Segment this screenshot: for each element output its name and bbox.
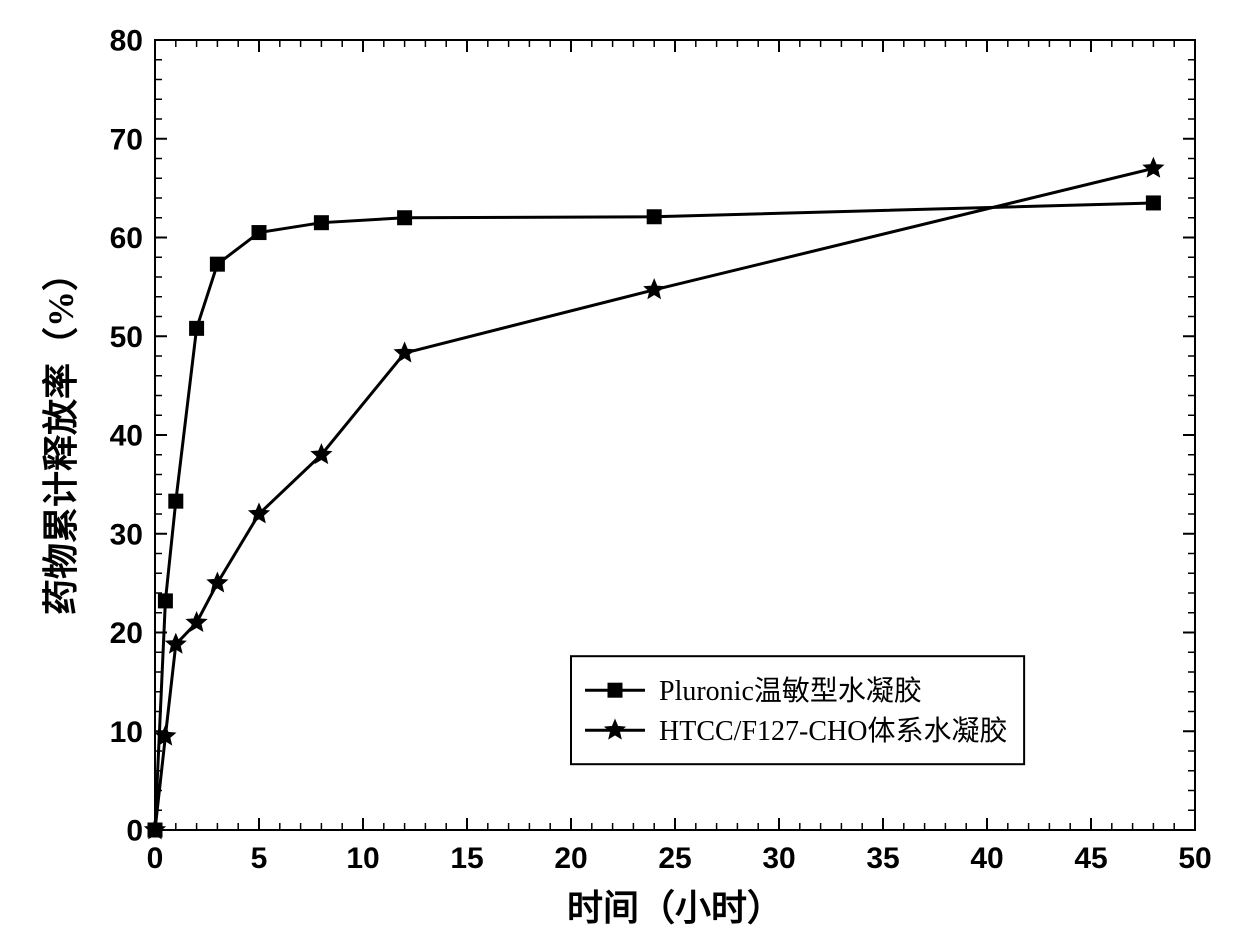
square-marker — [608, 683, 622, 697]
plot-frame — [155, 40, 1195, 830]
x-tick-label: 45 — [1074, 842, 1107, 875]
y-tick-label: 10 — [110, 716, 143, 749]
x-tick-label: 5 — [251, 842, 268, 875]
square-marker — [210, 257, 224, 271]
legend: Pluronic温敏型水凝胶 HTCC/F127-CHO体系水凝胶 — [571, 656, 1024, 764]
x-tick-label: 40 — [970, 842, 1003, 875]
x-tick-label: 15 — [450, 842, 483, 875]
series — [145, 158, 1163, 838]
x-tick-label: 35 — [866, 842, 899, 875]
y-tick-label: 20 — [110, 617, 143, 650]
square-marker — [252, 226, 266, 240]
star-marker — [644, 279, 664, 298]
y-tick-label: 80 — [110, 25, 143, 58]
square-marker — [1146, 196, 1160, 210]
square-marker — [647, 210, 661, 224]
square-marker — [314, 216, 328, 230]
star-marker — [605, 720, 625, 739]
x-tick-label: 30 — [762, 842, 795, 875]
star-marker — [1144, 158, 1164, 177]
square-marker — [169, 494, 183, 508]
y-axis-label: 药物累计释放率（%） — [41, 255, 81, 615]
x-tick-label: 0 — [147, 842, 164, 875]
star-marker — [395, 343, 415, 362]
y-tick-label: 60 — [110, 222, 143, 255]
y-tick-label: 30 — [110, 518, 143, 551]
x-tick-label: 25 — [658, 842, 691, 875]
legend-label: Pluronic温敏型水凝胶 — [659, 675, 922, 707]
x-tick-label: 50 — [1178, 842, 1211, 875]
legend-label: HTCC/F127-CHO体系水凝胶 — [659, 715, 1007, 747]
y-tick-label: 50 — [110, 321, 143, 354]
square-marker — [158, 594, 172, 608]
y-tick-label: 70 — [110, 123, 143, 156]
y-tick-label: 0 — [126, 815, 143, 848]
chart-container: 0 5 10 15 20 25 30 35 40 45 50 时间（小时） 0 10 20 30 40 50 60 7… — [0, 0, 1240, 949]
x-tick-label: 10 — [346, 842, 379, 875]
star-marker — [208, 573, 228, 592]
square-marker — [190, 321, 204, 335]
release-chart: 0 5 10 15 20 25 30 35 40 45 50 时间（小时） 0 10 20 30 40 50 60 7… — [0, 0, 1240, 949]
y-tick-label: 40 — [110, 420, 143, 453]
x-axis-label: 时间（小时） — [567, 888, 783, 928]
legend-frame — [571, 656, 1024, 764]
x-tick-label: 20 — [554, 842, 587, 875]
square-marker — [398, 211, 412, 225]
